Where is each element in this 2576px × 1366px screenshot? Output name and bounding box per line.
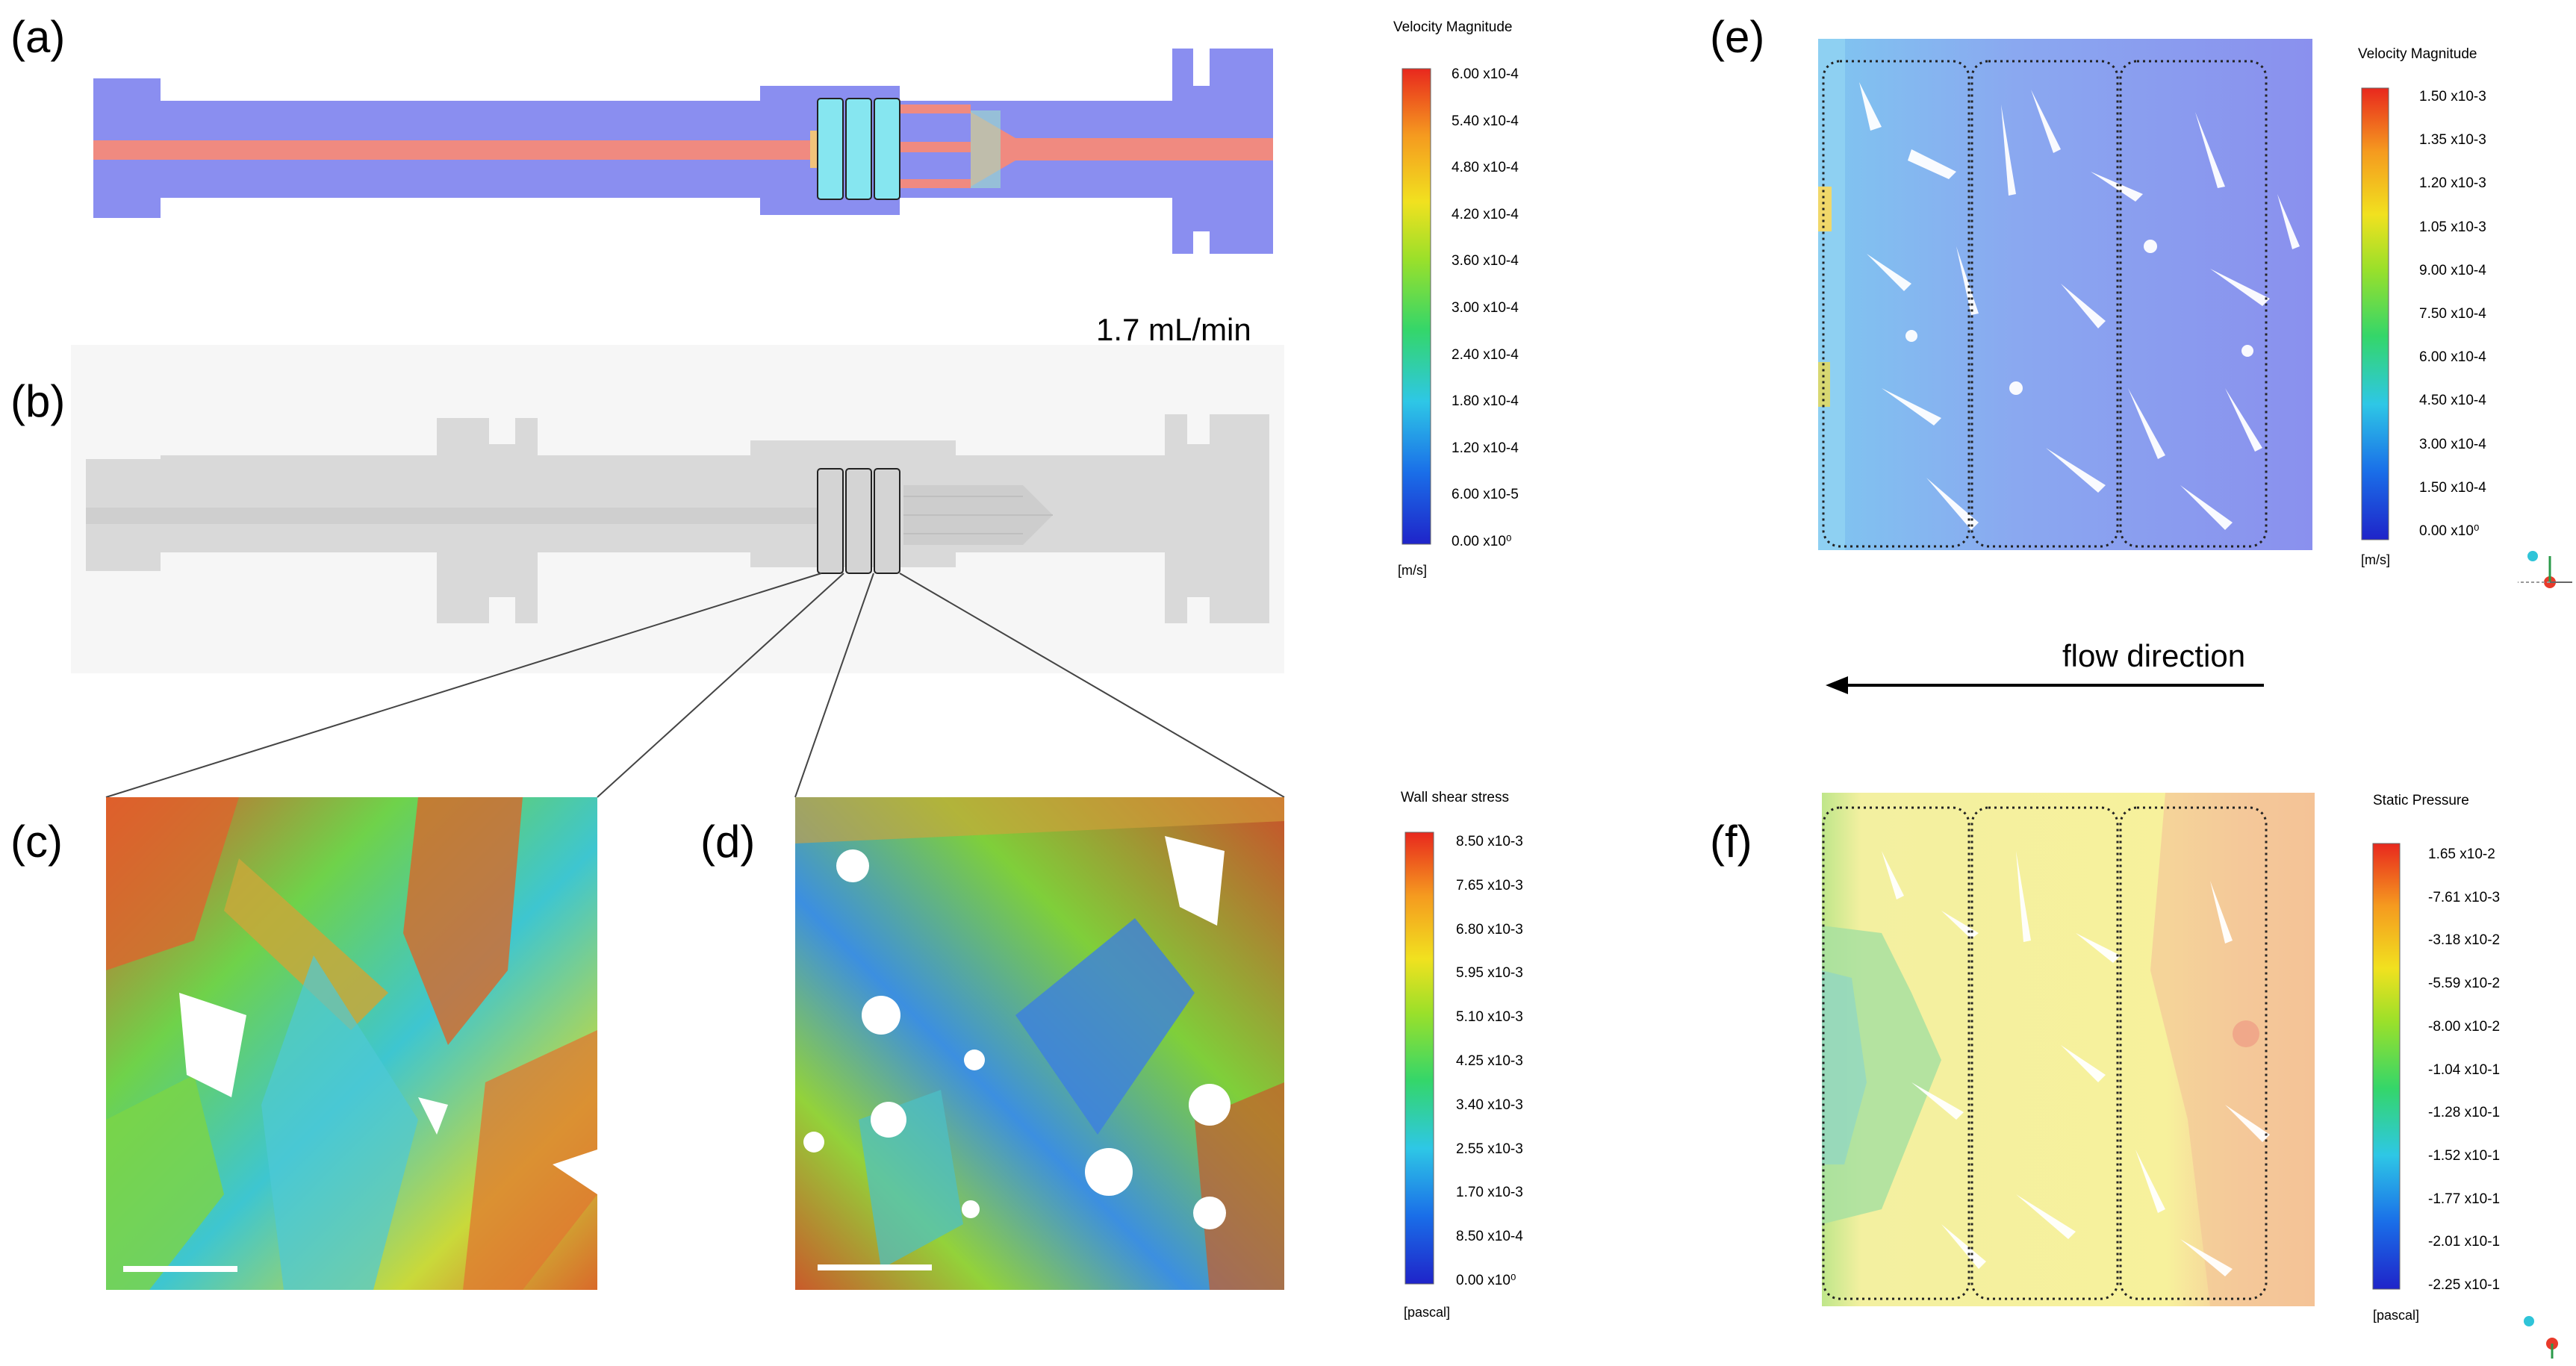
colorbar-tick-label: -1.04 x10-1 xyxy=(2428,1061,2501,1078)
panel-b-geometry xyxy=(71,345,1284,673)
colorbar-tick-label: 8.50 x10-4 xyxy=(1456,1229,1523,1245)
colorbar-pressure-unit: [pascal] xyxy=(2373,1308,2420,1323)
panel-d-shear-image xyxy=(795,797,1284,1290)
colorbar-tick-label: 1.80 x10-4 xyxy=(1452,393,1519,410)
colorbar-velocity-a-bar xyxy=(1401,68,1431,545)
colorbar-tick-label: 6.00 x10-4 xyxy=(2419,349,2486,366)
colorbar-shear-title: Wall shear stress xyxy=(1401,790,1509,805)
colorbar-tick-label: 5.10 x10-3 xyxy=(1456,1009,1523,1026)
colorbar-tick-label: 0.00 x10⁰ xyxy=(1456,1273,1516,1288)
colorbar-tick-label: 1.05 x10-3 xyxy=(2419,219,2486,235)
colorbar-shear-bar xyxy=(1404,832,1434,1285)
colorbar-tick-label: -1.52 x10-1 xyxy=(2428,1147,2501,1164)
colorbar-tick-label: 2.55 x10-3 xyxy=(1456,1141,1523,1157)
colorbar-velocity-e-unit: [m/s] xyxy=(2361,552,2390,567)
panel-e-velocity-image xyxy=(1818,39,2312,550)
colorbar-tick-label: 1.50 x10-4 xyxy=(2419,479,2486,496)
colorbar-tick-label: 1.50 x10-3 xyxy=(2419,89,2486,105)
flow-direction-label: flow direction xyxy=(2062,638,2246,673)
colorbar-tick-label: 5.40 x10-4 xyxy=(1452,113,1519,129)
colorbar-tick-label: 1.65 x10-2 xyxy=(2428,846,2495,862)
panel-label-f: (f) xyxy=(1710,817,1752,867)
colorbar-tick-label: 0.00 x10⁰ xyxy=(1452,534,1512,549)
colorbar-velocity-a-unit: [m/s] xyxy=(1398,563,1427,578)
panel-label-e: (e) xyxy=(1710,12,1765,62)
axis-triad-icon xyxy=(2518,551,2572,588)
colorbar-tick-label: 7.50 x10-4 xyxy=(2419,306,2486,322)
colorbar-shear-unit: [pascal] xyxy=(1404,1305,1451,1320)
colorbar-tick-label: 4.20 x10-4 xyxy=(1452,206,1519,222)
zoom-lines xyxy=(105,573,1285,798)
colorbar-pressure-title: Static Pressure xyxy=(2373,793,2469,808)
colorbar-tick-label: 2.40 x10-4 xyxy=(1452,346,1519,363)
panel-c-shear-image xyxy=(106,797,597,1290)
panel-f-pressure-image xyxy=(1822,793,2315,1306)
colorbar-tick-label: 4.25 x10-3 xyxy=(1456,1053,1523,1069)
colorbar-tick-label: 1.35 x10-3 xyxy=(2419,132,2486,149)
colorbar-tick-label: 0.00 x10⁰ xyxy=(2419,523,2480,539)
colorbar-velocity-e-bar xyxy=(2361,87,2389,540)
colorbar-tick-label: 3.40 x10-3 xyxy=(1456,1097,1523,1113)
colorbar-tick-label: -2.25 x10-1 xyxy=(2428,1277,2501,1293)
colorbar-tick-label: -8.00 x10-2 xyxy=(2428,1018,2501,1035)
colorbar-tick-label: 6.00 x10-5 xyxy=(1452,487,1519,503)
panel-label-a: (a) xyxy=(10,12,66,62)
colorbar-tick-label: 3.00 x10-4 xyxy=(1452,300,1519,316)
colorbar-tick-label: 4.80 x10-4 xyxy=(1452,160,1519,176)
panel-a-channel xyxy=(93,49,1273,254)
panel-label-c: (c) xyxy=(10,817,63,867)
colorbar-velocity-e-title: Velocity Magnitude xyxy=(2358,46,2477,62)
colorbar-tick-label: -7.61 x10-3 xyxy=(2428,889,2501,905)
colorbar-tick-label: 7.65 x10-3 xyxy=(1456,877,1523,893)
colorbar-tick-label: -1.28 x10-1 xyxy=(2428,1105,2501,1121)
colorbar-pressure-bar xyxy=(2372,843,2401,1290)
colorbar-tick-label: 1.70 x10-3 xyxy=(1456,1185,1523,1201)
colorbar-tick-label: 6.80 x10-3 xyxy=(1456,921,1523,938)
colorbar-tick-label: 6.00 x10-4 xyxy=(1452,66,1519,82)
flow-direction-arrow xyxy=(1826,676,2264,694)
flow-rate-label: 1.7 mL/min xyxy=(1096,312,1251,347)
colorbar-tick-label: 3.00 x10-4 xyxy=(2419,436,2486,452)
colorbar-tick-label: 1.20 x10-4 xyxy=(1452,440,1519,456)
colorbar-tick-label: -2.01 x10-1 xyxy=(2428,1234,2501,1250)
panel-label-b: (b) xyxy=(10,376,66,426)
colorbar-tick-label: 5.95 x10-3 xyxy=(1456,965,1523,982)
colorbar-tick-label: 4.50 x10-4 xyxy=(2419,393,2486,409)
colorbar-tick-label: 9.00 x10-4 xyxy=(2419,262,2486,278)
colorbar-tick-label: -1.77 x10-1 xyxy=(2428,1191,2501,1207)
colorbar-tick-label: 8.50 x10-3 xyxy=(1456,834,1523,849)
axis-triad-icon xyxy=(2524,1316,2558,1359)
colorbar-tick-label: -3.18 x10-2 xyxy=(2428,932,2501,949)
panel-label-d: (d) xyxy=(700,817,756,867)
colorbar-tick-label: 1.20 x10-3 xyxy=(2419,175,2486,192)
colorbar-velocity-a-title: Velocity Magnitude xyxy=(1393,19,1513,35)
colorbar-tick-label: 3.60 x10-4 xyxy=(1452,253,1519,269)
colorbar-tick-label: -5.59 x10-2 xyxy=(2428,976,2501,992)
